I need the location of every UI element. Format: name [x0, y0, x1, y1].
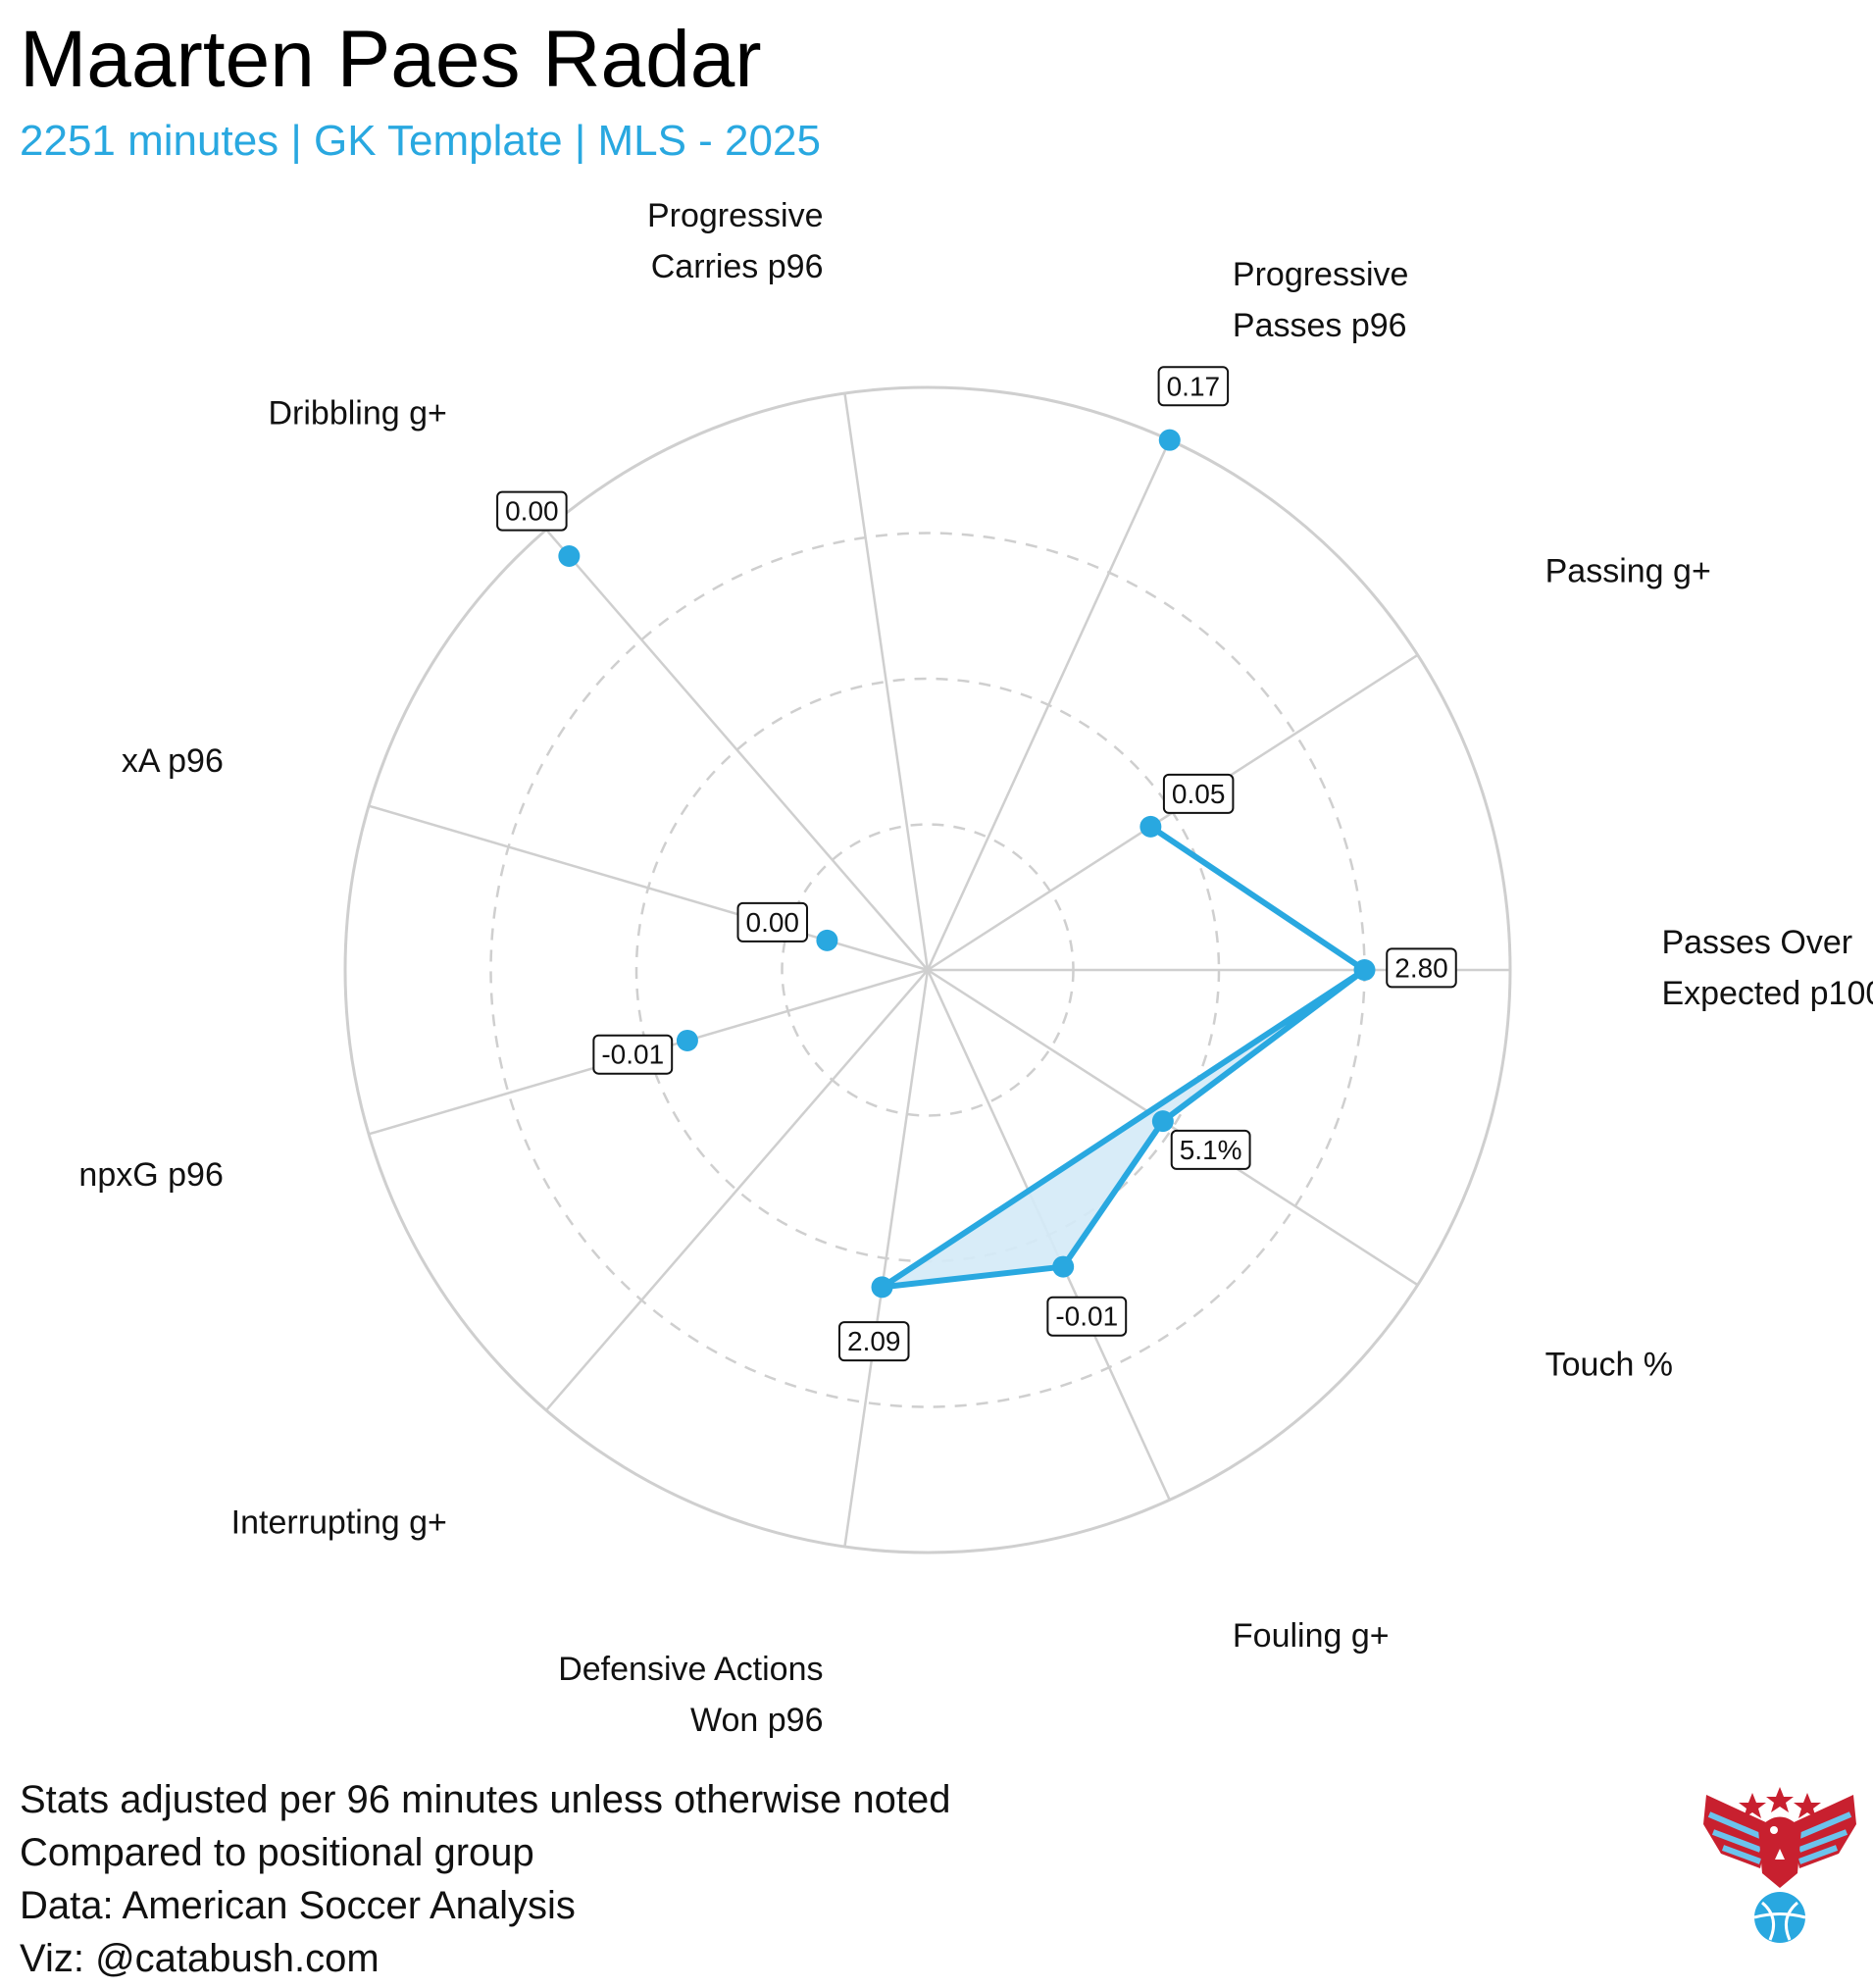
area — [879, 823, 1368, 1291]
data-point — [676, 1029, 698, 1051]
axis-label: Passes Over Expected p100 — [1661, 924, 1873, 1012]
value-label: 0.00 — [505, 496, 559, 527]
value-label-box: 2.80 — [1386, 947, 1457, 989]
value-label-bg — [838, 1321, 910, 1362]
axis-label: Passing g+ — [1545, 552, 1711, 589]
value-label-bg — [1157, 366, 1230, 407]
data-point — [816, 929, 838, 951]
value-label-box: 0.05 — [1162, 773, 1235, 814]
data-point — [871, 1276, 893, 1299]
axis-label: Touch % — [1545, 1347, 1673, 1384]
chart-subtitle: 2251 minutes | GK Template | MLS - 2025 — [20, 117, 821, 165]
spoke — [927, 968, 1419, 1287]
value-label: 2.09 — [847, 1326, 901, 1356]
spoke — [843, 969, 930, 1548]
footnote: Viz: @catabush.com — [20, 1937, 380, 1980]
axis-label: npxG p96 — [78, 1156, 223, 1194]
axis-label: Fouling g+ — [1233, 1617, 1390, 1655]
data-point — [558, 545, 581, 568]
value-label: 0.00 — [746, 907, 800, 938]
value-label-box: 0.00 — [496, 490, 568, 532]
chart-title: Maarten Paes Radar — [20, 15, 762, 104]
value-label-bg — [592, 1034, 674, 1075]
value-label: 5.1% — [1180, 1135, 1242, 1165]
axis-label: Progressive Passes p96 — [1233, 256, 1409, 344]
value-label-bg — [1386, 947, 1457, 989]
footnote: Data: American Soccer Analysis — [20, 1884, 576, 1927]
data-point — [1052, 1255, 1075, 1278]
footnote: Compared to positional group — [20, 1831, 534, 1874]
data-point — [1353, 959, 1376, 981]
value-label: -0.01 — [1055, 1301, 1118, 1332]
value-label-box: -0.01 — [592, 1034, 674, 1075]
spoke — [843, 392, 930, 971]
value-label: 2.80 — [1394, 952, 1448, 983]
axis-label: Interrupting g+ — [231, 1504, 447, 1542]
value-label: 0.05 — [1172, 779, 1226, 809]
footnote: Stats adjusted per 96 minutes unless oth… — [20, 1778, 950, 1821]
value-label-bg — [1162, 773, 1235, 814]
value-label: -0.01 — [601, 1040, 664, 1070]
data-point — [1139, 815, 1162, 838]
value-label-bg — [1046, 1296, 1128, 1337]
value-label-bg — [1170, 1129, 1251, 1170]
footnotes: Stats adjusted per 96 minutes unless oth… — [20, 1778, 950, 1980]
spoke — [368, 804, 929, 972]
value-label-bg — [736, 901, 809, 943]
value-label: 0.17 — [1167, 371, 1221, 401]
spoke — [545, 529, 929, 971]
value-label-box: 0.00 — [736, 901, 809, 943]
value-label-box: 2.09 — [838, 1321, 910, 1362]
axis-label: Defensive Actions Won p96 — [558, 1651, 823, 1739]
axis-label: xA p96 — [122, 742, 224, 780]
axis-label: Dribbling g+ — [268, 394, 446, 432]
spoke — [545, 969, 929, 1411]
value-label-bg — [496, 490, 568, 532]
value-label-box: -0.01 — [1046, 1296, 1128, 1337]
value-label-box: 0.17 — [1157, 366, 1230, 407]
logo — [1703, 1787, 1856, 1943]
axis-label: Progressive Carries p96 — [647, 197, 824, 285]
value-label-box: 5.1% — [1170, 1129, 1251, 1170]
data-point — [1158, 429, 1181, 451]
spoke — [926, 439, 1171, 971]
data-point — [1151, 1110, 1174, 1133]
